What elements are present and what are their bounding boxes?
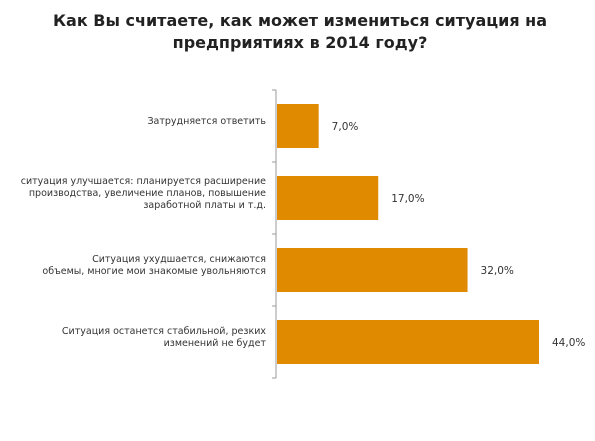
bar-2 <box>277 176 379 220</box>
category-label-3-line-2: объемы, многие мои знакомые увольняются <box>42 266 266 277</box>
bar-4 <box>277 320 539 364</box>
bar-3 <box>277 248 468 292</box>
category-label-2-line-3: заработной платы и т.д. <box>143 200 266 211</box>
category-label-4-line-2: изменений не будет <box>163 338 266 349</box>
category-label-1: Затрудняется ответить <box>6 116 266 128</box>
bar-value-label-3: 32,0% <box>481 265 514 277</box>
category-label-3-line-1: Ситуация ухудшается, снижаются <box>92 254 266 265</box>
chart-title-line-1: Как Вы считаете, как может измениться си… <box>52 11 548 30</box>
category-label-2-line-1: ситуация улучшается: планируется расшире… <box>20 176 266 187</box>
category-label-4-line-1: Ситуация останется стабильной, резких <box>61 326 266 337</box>
category-label-3: Ситуация ухудшается, снижаются объемы, мн… <box>6 254 266 278</box>
bar-1 <box>277 104 319 148</box>
category-label-2: ситуация улучшается: планируется расшире… <box>6 176 266 212</box>
bar-value-label-2: 17,0% <box>391 193 424 205</box>
bar-value-label-1: 7,0% <box>332 121 359 133</box>
bar-value-label-4: 44,0% <box>552 337 585 349</box>
chart-title-line-2: предприятиях в 2014 году? <box>172 33 428 52</box>
category-label-4: Ситуация останется стабильной, резких изм… <box>6 326 266 350</box>
category-label-2-line-2: производства, увеличение планов, повышен… <box>28 188 266 199</box>
chart-title: Как Вы считаете, как может измениться си… <box>30 10 570 54</box>
category-label-1-line-1: Затрудняется ответить <box>147 116 266 127</box>
